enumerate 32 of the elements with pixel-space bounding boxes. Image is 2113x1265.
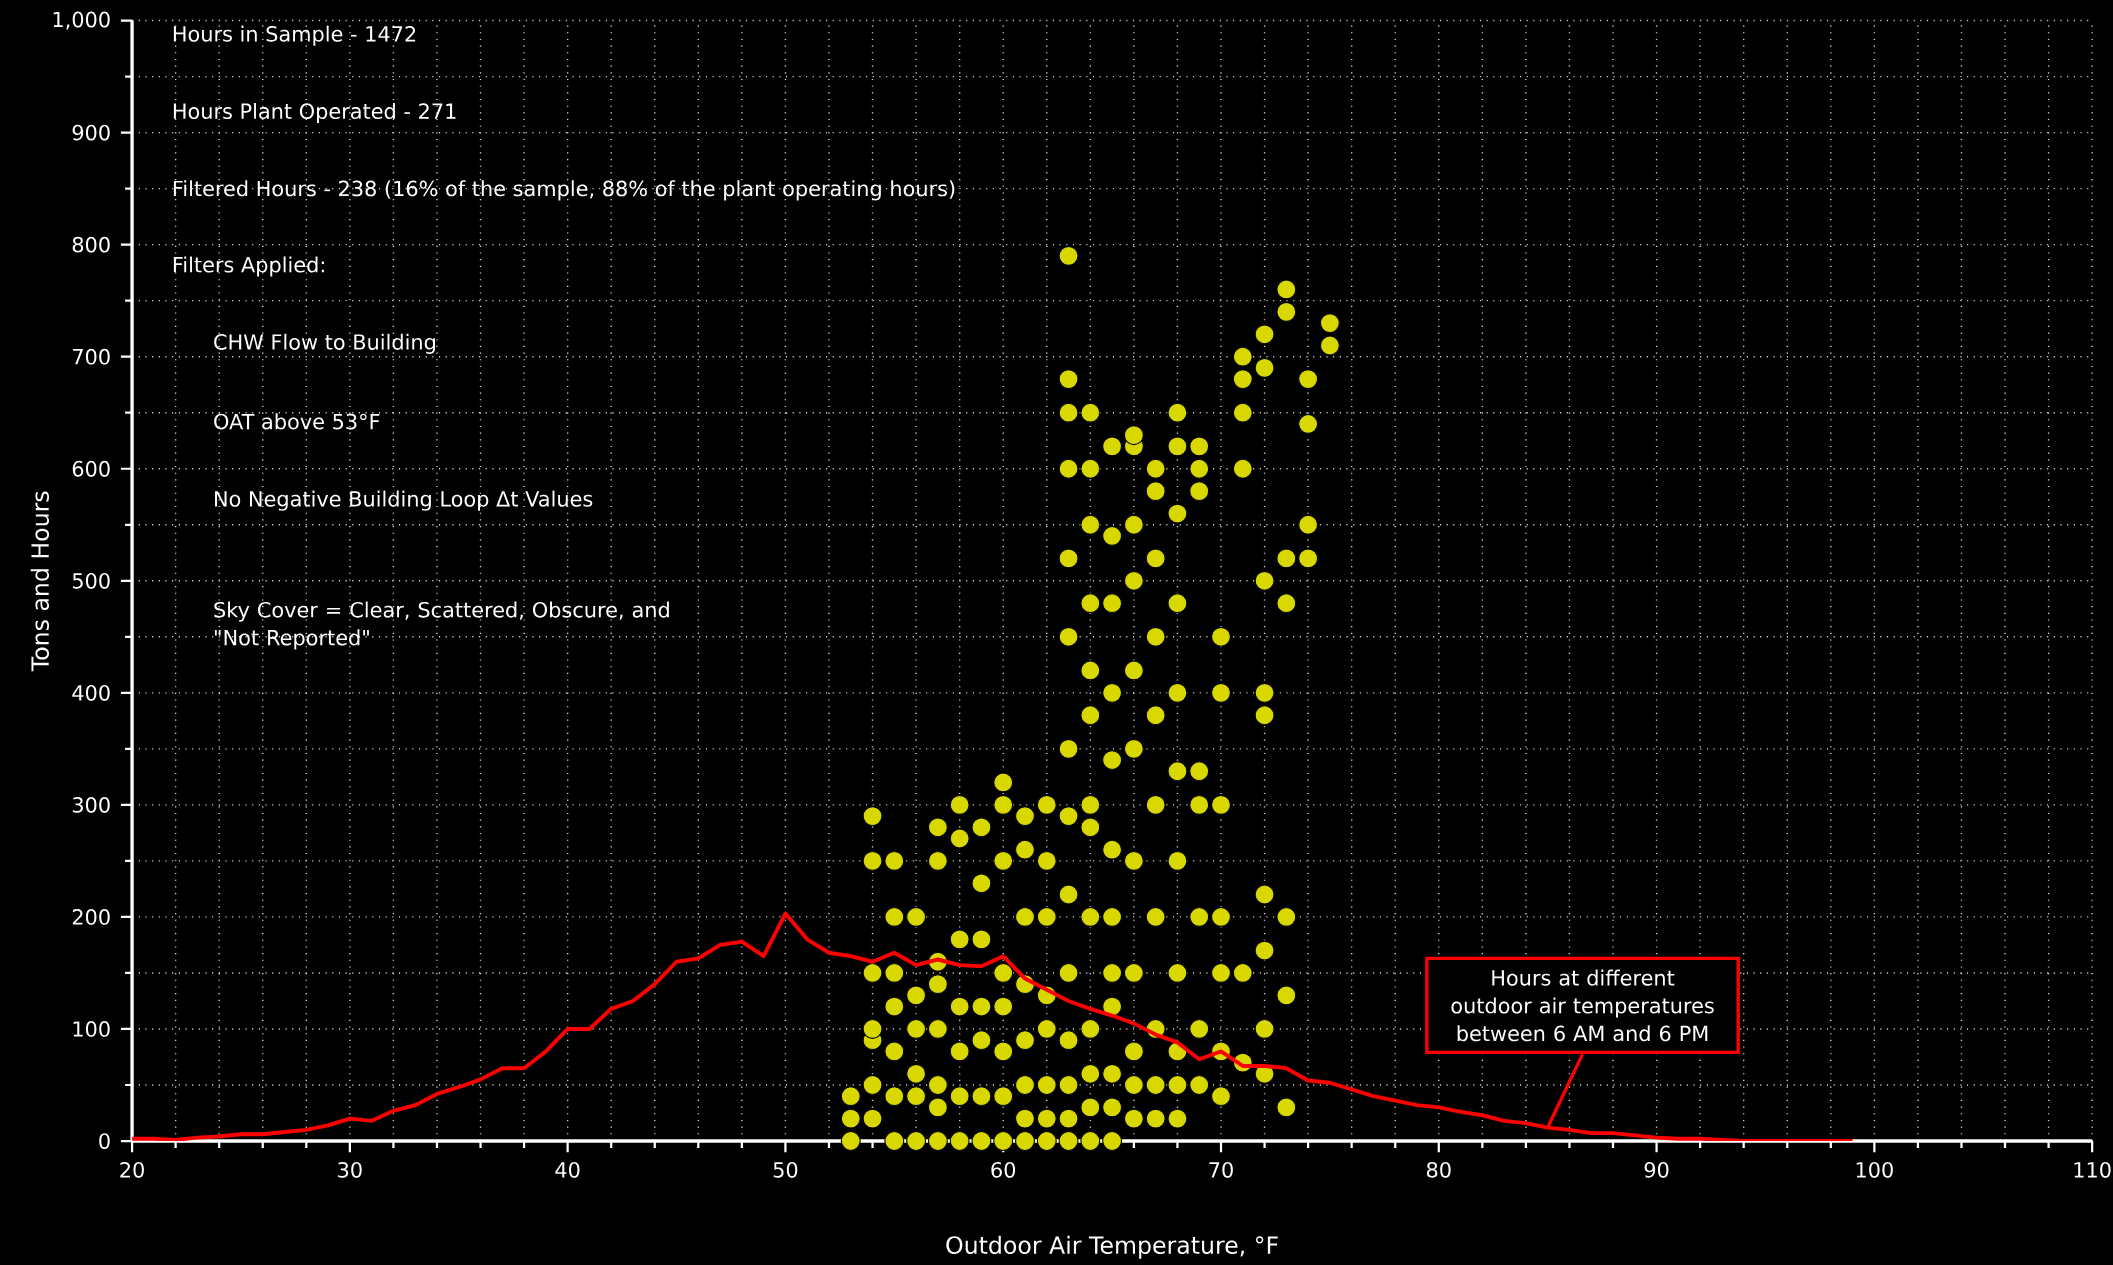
annotation: Hours Plant Operated - 271 [173,102,456,124]
x-tick-label: 40 [555,1161,580,1178]
annotation: Sky Cover = Clear, Scattered, Obscure, and "Not Reported" [214,601,669,650]
x-tick-label: 20 [120,1161,144,1178]
y-tick-label: 100 [73,1021,110,1037]
x-tick-label: 70 [1209,1161,1233,1178]
annotation: Filters Applied: [173,256,324,277]
x-tick-label: 30 [338,1161,362,1178]
y-tick-label: 500 [72,572,110,589]
y-tick-label: 1,000 [53,11,110,30]
y-axis-title: Tons and Hours [30,491,50,672]
x-tick-label: 90 [1644,1161,1669,1178]
x-tick-label: 50 [773,1161,798,1178]
y-tick-label: 600 [72,460,110,477]
y-tick-label: 300 [72,796,110,813]
annotation: Hours at different outdoor air temperatures between 6 AM and 6 PM [1451,969,1714,1042]
annotation: Hours in Sample - 1472 [173,25,416,46]
x-tick-label: 100 [1856,1161,1893,1178]
x-tick-label: 80 [1426,1161,1451,1178]
annotation: No Negative Building Loop Δt Values [215,490,593,511]
y-tick-label: 700 [73,348,110,365]
y-tick-label: 400 [72,684,110,701]
x-tick-label: 110 [2074,1161,2111,1178]
y-tick-label: 200 [72,909,110,925]
x-axis-title: Outdoor Air Temperature, °F [946,1235,1278,1259]
x-tick-label: 60 [991,1161,1016,1178]
annotation: OAT above 53°F [214,413,380,430]
y-tick-label: 900 [72,124,110,141]
annotation: CHW Flow to Building [214,333,435,354]
y-tick-label: 800 [72,236,110,253]
y-tick-label: 0 [99,1133,110,1149]
annotation: Filtered Hours - 238 (16% of the sample, 88% of the plant operating hours) [173,180,955,201]
